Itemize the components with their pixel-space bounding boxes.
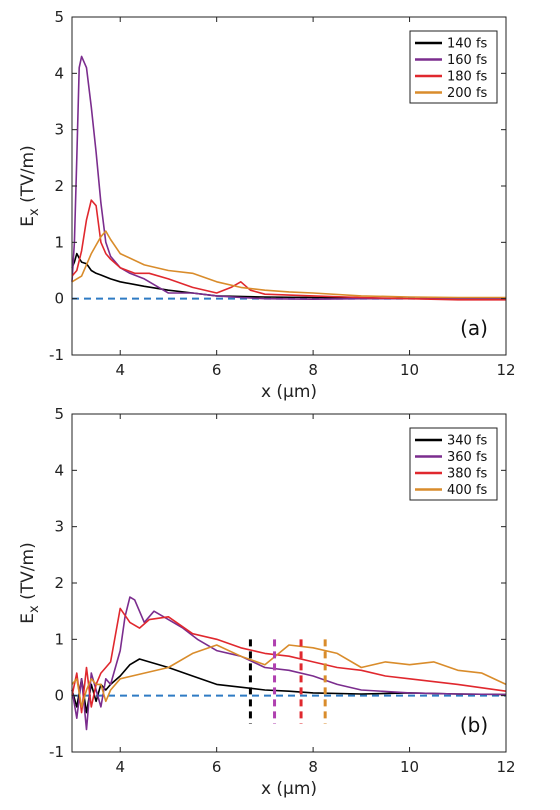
panel-label: (a) [460, 316, 488, 340]
x-tick-label: 6 [212, 758, 222, 776]
legend-entry: 180 fs [447, 70, 488, 85]
series-line-400-fs [71, 644, 507, 708]
x-tick-label: 8 [308, 361, 318, 379]
y-tick-label: 1 [54, 630, 64, 648]
x-tick-label: 12 [496, 758, 515, 776]
y-axis-label: Ex (TV/m) [18, 542, 42, 623]
y-tick-label: -1 [49, 743, 64, 761]
series-line-200-fs [71, 230, 506, 299]
x-tick-label: 4 [115, 758, 125, 776]
y-tick-label: 4 [54, 461, 64, 479]
x-tick-label: 8 [308, 758, 318, 776]
series-line-380-fs [71, 607, 507, 714]
y-tick-label: 2 [54, 177, 64, 195]
y-tick-label: 0 [54, 687, 64, 705]
x-axis-label: x (μm) [261, 382, 317, 402]
series-line-160-fs [71, 55, 506, 301]
legend-entry: 160 fs [447, 53, 488, 68]
y-tick-label: 5 [54, 8, 64, 26]
x-tick-label: 4 [115, 361, 125, 379]
x-tick-label: 6 [212, 361, 222, 379]
legend-entry: 200 fs [447, 86, 488, 101]
y-tick-label: 2 [54, 574, 64, 592]
y-tick-label: 4 [54, 64, 64, 82]
y-tick-label: 3 [54, 121, 64, 139]
x-axis-label: x (μm) [261, 779, 317, 799]
x-tick-label: 12 [496, 361, 515, 379]
legend-entry: 400 fs [447, 483, 488, 498]
y-tick-label: 1 [54, 233, 64, 251]
panel-label: (b) [460, 713, 488, 737]
x-tick-label: 10 [400, 361, 419, 379]
x-tick-label: 10 [400, 758, 419, 776]
y-tick-label: 5 [54, 405, 64, 423]
legend-entry: 360 fs [447, 450, 488, 465]
y-tick-label: 0 [54, 290, 64, 308]
legend-entry: 340 fs [447, 434, 488, 449]
y-tick-label: 3 [54, 518, 64, 536]
y-tick-label: -1 [49, 346, 64, 364]
legend-entry: 140 fs [447, 37, 488, 52]
y-axis-label: Ex (TV/m) [18, 145, 42, 226]
legend-entry: 380 fs [447, 467, 488, 482]
series-line-180-fs [71, 199, 506, 301]
